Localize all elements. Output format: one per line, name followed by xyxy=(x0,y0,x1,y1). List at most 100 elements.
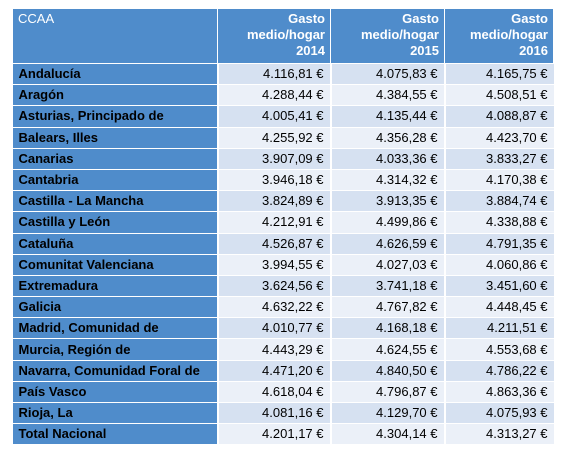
value-2014-cell: 3.946,18 € xyxy=(217,168,332,192)
total-2015-cell: 4.304,14 € xyxy=(330,423,446,446)
header-row: CCAA Gasto medio/hogar 2014 Gasto medio/… xyxy=(12,9,554,64)
region-cell: Cataluña xyxy=(12,232,219,255)
region-cell: Andalucía xyxy=(12,62,219,86)
value-2016-cell: 4.508,51 € xyxy=(444,84,554,107)
value-2015-cell: 3.741,18 € xyxy=(330,274,446,298)
value-2015-cell: 4.075,83 € xyxy=(330,62,446,86)
table-row: Andalucía 4.116,81 € 4.075,83 € 4.165,75… xyxy=(12,62,554,86)
table-row: Balears, Illes 4.255,92 € 4.356,28 € 4.4… xyxy=(12,126,554,149)
value-2014-cell: 4.288,44 € xyxy=(217,84,332,107)
region-cell: Galicia xyxy=(12,296,219,319)
value-2016-cell: 4.075,93 € xyxy=(444,401,554,425)
table-row: Castilla y León 4.212,91 € 4.499,86 € 4.… xyxy=(12,211,554,234)
value-2015-cell: 4.624,55 € xyxy=(330,338,446,361)
region-cell: Aragón xyxy=(12,84,219,107)
region-cell: Balears, Illes xyxy=(12,126,219,149)
table-row: Galicia 4.632,22 € 4.767,82 € 4.448,45 € xyxy=(12,296,554,319)
value-2015-cell: 4.796,87 € xyxy=(330,380,446,404)
region-cell: Canarias xyxy=(12,147,219,170)
value-2016-cell: 4.786,22 € xyxy=(444,359,554,382)
table-row: Navarra, Comunidad Foral de 4.471,20 € 4… xyxy=(12,359,554,382)
table-row: Rioja, La 4.081,16 € 4.129,70 € 4.075,93… xyxy=(12,401,554,425)
table-row: Extremadura 3.624,56 € 3.741,18 € 3.451,… xyxy=(12,274,554,298)
value-2015-cell: 4.135,44 € xyxy=(330,105,446,128)
value-2015-cell: 4.314,32 € xyxy=(330,168,446,192)
table-row: Castilla - La Mancha 3.824,89 € 3.913,35… xyxy=(12,190,554,213)
value-2016-cell: 4.170,38 € xyxy=(444,168,554,192)
header-2016: Gasto medio/hogar 2016 xyxy=(444,9,554,64)
table-row: Comunitat Valenciana 3.994,55 € 4.027,03… xyxy=(12,253,554,276)
table-row: Canarias 3.907,09 € 4.033,36 € 3.833,27 … xyxy=(12,147,554,170)
value-2016-cell: 4.165,75 € xyxy=(444,62,554,86)
header-2014-line1: Gasto xyxy=(288,11,325,26)
region-cell: Navarra, Comunidad Foral de xyxy=(12,359,219,382)
region-cell: Cantabria xyxy=(12,168,219,192)
value-2015-cell: 4.626,59 € xyxy=(330,232,446,255)
header-2016-line2: medio/hogar xyxy=(469,27,548,42)
value-2016-cell: 4.211,51 € xyxy=(444,317,554,340)
value-2014-cell: 4.632,22 € xyxy=(217,296,332,319)
value-2016-cell: 4.791,35 € xyxy=(444,232,554,255)
header-2016-line3: 2016 xyxy=(519,43,548,58)
value-2015-cell: 4.356,28 € xyxy=(330,126,446,149)
table-row: Asturias, Principado de 4.005,41 € 4.135… xyxy=(12,105,554,128)
value-2014-cell: 4.618,04 € xyxy=(217,380,332,404)
table-body: Andalucía 4.116,81 € 4.075,83 € 4.165,75… xyxy=(12,62,554,446)
header-2015-line2: medio/hogar xyxy=(360,27,439,42)
value-2014-cell: 4.081,16 € xyxy=(217,401,332,425)
value-2014-cell: 4.116,81 € xyxy=(217,62,332,86)
region-cell: Castilla y León xyxy=(12,211,219,234)
region-cell: Castilla - La Mancha xyxy=(12,190,219,213)
value-2014-cell: 4.255,92 € xyxy=(217,126,332,149)
header-2014-line3: 2014 xyxy=(296,43,325,58)
total-2014-cell: 4.201,17 € xyxy=(217,423,332,446)
value-2015-cell: 4.840,50 € xyxy=(330,359,446,382)
total-2016-cell: 4.313,27 € xyxy=(444,423,554,446)
region-cell: Rioja, La xyxy=(12,401,219,425)
value-2016-cell: 3.451,60 € xyxy=(444,274,554,298)
header-2015: Gasto medio/hogar 2015 xyxy=(330,9,445,64)
region-cell: Madrid, Comunidad de xyxy=(12,317,219,340)
region-cell: Murcia, Región de xyxy=(12,338,219,361)
value-2016-cell: 3.884,74 € xyxy=(444,190,554,213)
value-2014-cell: 4.010,77 € xyxy=(217,317,332,340)
region-cell: Asturias, Principado de xyxy=(12,105,219,128)
value-2016-cell: 4.088,87 € xyxy=(444,105,554,128)
header-2014: Gasto medio/hogar 2014 xyxy=(217,9,331,64)
region-cell: Comunitat Valenciana xyxy=(12,253,219,276)
table-row: Cataluña 4.526,87 € 4.626,59 € 4.791,35 … xyxy=(12,232,554,255)
table-row: Cantabria 3.946,18 € 4.314,32 € 4.170,38… xyxy=(12,168,554,192)
value-2016-cell: 4.448,45 € xyxy=(444,296,554,319)
household-spending-table: CCAA Gasto medio/hogar 2014 Gasto medio/… xyxy=(12,9,554,446)
value-2015-cell: 4.027,03 € xyxy=(330,253,446,276)
table-row: Murcia, Región de 4.443,29 € 4.624,55 € … xyxy=(12,338,554,361)
value-2015-cell: 3.913,35 € xyxy=(330,190,446,213)
header-2015-line1: Gasto xyxy=(402,11,439,26)
value-2016-cell: 3.833,27 € xyxy=(444,147,554,170)
value-2015-cell: 4.129,70 € xyxy=(330,401,446,425)
value-2014-cell: 4.443,29 € xyxy=(217,338,332,361)
header-2014-line2: medio/hogar xyxy=(246,27,325,42)
value-2014-cell: 3.994,55 € xyxy=(217,253,332,276)
region-cell: Extremadura xyxy=(12,274,219,298)
region-cell-total: Total Nacional xyxy=(12,423,219,446)
table-row: País Vasco 4.618,04 € 4.796,87 € 4.863,3… xyxy=(12,380,554,404)
table-row: Aragón 4.288,44 € 4.384,55 € 4.508,51 € xyxy=(12,84,554,107)
header-ccaa: CCAA xyxy=(12,9,218,64)
value-2016-cell: 4.338,88 € xyxy=(444,211,554,234)
header-2016-line1: Gasto xyxy=(511,11,548,26)
table-row: Madrid, Comunidad de 4.010,77 € 4.168,18… xyxy=(12,317,554,340)
value-2014-cell: 3.624,56 € xyxy=(217,274,332,298)
value-2014-cell: 3.907,09 € xyxy=(217,147,332,170)
value-2015-cell: 4.767,82 € xyxy=(330,296,446,319)
table-row-total: Total Nacional 4.201,17 € 4.304,14 € 4.3… xyxy=(12,423,554,446)
value-2015-cell: 4.499,86 € xyxy=(330,211,446,234)
value-2015-cell: 4.384,55 € xyxy=(330,84,446,107)
value-2015-cell: 4.033,36 € xyxy=(330,147,446,170)
value-2014-cell: 4.471,20 € xyxy=(217,359,332,382)
value-2015-cell: 4.168,18 € xyxy=(330,317,446,340)
value-2014-cell: 3.824,89 € xyxy=(217,190,332,213)
value-2016-cell: 4.553,68 € xyxy=(444,338,554,361)
value-2014-cell: 4.212,91 € xyxy=(217,211,332,234)
table-header: CCAA Gasto medio/hogar 2014 Gasto medio/… xyxy=(12,9,554,64)
